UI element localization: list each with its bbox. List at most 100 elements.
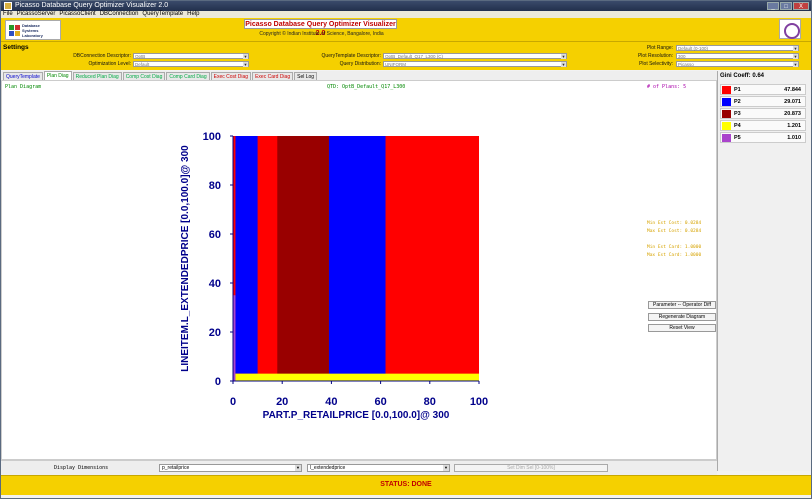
y-tick-label: 100 — [203, 131, 221, 143]
plan-diagram-label: Plan Diagram — [5, 84, 42, 90]
min-est-cost: Min Est Cost: 0.0284 — [647, 221, 702, 226]
selectivity-label: Plot Selectivity: — [639, 61, 673, 67]
tab-querytemplate[interactable]: QueryTemplate — [3, 72, 43, 80]
tab-plan-diag[interactable]: Plan Diag — [43, 71, 72, 80]
reset-view-button[interactable]: Reset View — [648, 324, 716, 332]
max-est-card: Max Est Card: 1.0000 — [647, 253, 702, 258]
plan-region-p3-2 — [277, 136, 329, 381]
menu-file[interactable]: File — [3, 11, 13, 17]
resolution-select[interactable]: 300 ▼ — [676, 53, 799, 59]
dsl-logo: Database Systems Laboratory — [5, 20, 61, 40]
status-bar: STATUS: DONE — [1, 475, 811, 495]
legend-item-p4[interactable]: P4 1.201 — [720, 120, 806, 131]
plan-region-p4-4 — [233, 373, 479, 381]
y-tick-label: 0 — [215, 376, 221, 388]
menu-dbconnection[interactable]: DBConnection — [99, 11, 139, 17]
optimization-value: Default — [135, 62, 150, 67]
distribution-select[interactable]: UNIFORM ▼ — [383, 61, 567, 67]
logo-square-green — [9, 25, 14, 30]
y-tick-label: 60 — [209, 229, 221, 241]
legend-plan-value: 20.873 — [784, 111, 801, 117]
legend-item-p5[interactable]: P5 1.010 — [720, 132, 806, 143]
chevron-down-icon: ▼ — [561, 54, 566, 59]
chevron-down-icon: ▼ — [793, 62, 798, 67]
plan-legend-panel: Gini Coeff: 0.64 P1 47.844 P2 29.071 P3 … — [717, 71, 811, 471]
legend-swatch — [722, 134, 731, 142]
logo-text-line3: Laboratory — [22, 33, 43, 38]
dimension1-select[interactable]: p_retailprice ▼ — [159, 464, 302, 472]
plotrange-value: Default (0-100) — [678, 46, 709, 51]
tab-exec-cost-diag[interactable]: Exec Cost Diag — [210, 72, 252, 80]
app-icon — [4, 2, 12, 10]
legend-swatch — [722, 122, 731, 130]
tab-exec-card-diag[interactable]: Exec Card Diag — [252, 72, 294, 80]
legend-plan-name: P5 — [734, 135, 741, 141]
min-est-card: Min Est Card: 1.0000 — [647, 245, 702, 250]
logo-square-red — [15, 25, 20, 30]
legend-plan-value: 47.844 — [784, 87, 801, 93]
tab-comp-cost-diag[interactable]: Comp Cost Diag — [122, 72, 166, 80]
menu-help[interactable]: Help — [187, 11, 200, 17]
menu-picassoclient[interactable]: PicassoClient — [59, 11, 96, 17]
close-button[interactable]: X — [793, 2, 809, 10]
y-tick-label: 40 — [209, 278, 221, 290]
window-title: Picasso Database Query Optimizer Visuali… — [15, 2, 169, 9]
optimization-select[interactable]: Default ▼ — [133, 61, 249, 67]
dimension1-value: p_retailprice — [162, 465, 190, 471]
display-dimensions-bar: Display Dimensions p_retailprice ▼ l_ext… — [1, 460, 717, 475]
logo-text-line2: Systems — [22, 28, 39, 33]
legend-swatch — [722, 110, 731, 118]
plotrange-select[interactable]: Default (0-100) ▼ — [676, 45, 799, 51]
set-dim-sel-button[interactable]: Set Dim Sel [0-100%] — [454, 464, 608, 472]
tab-reduced-plan-diag[interactable]: Reduced Plan Diag — [72, 72, 122, 80]
chevron-down-icon: ▼ — [295, 465, 301, 471]
plot-area: Plan Diagram QTD: OptB_Default_Q17_L300 … — [1, 80, 717, 460]
app-header: Database Systems Laboratory Picasso Data… — [1, 18, 811, 41]
dbconnection-select[interactable]: OptB ▼ — [133, 53, 249, 59]
selectivity-select[interactable]: Picasso ▼ — [676, 61, 799, 67]
legend-swatch — [722, 98, 731, 106]
title-bar: Picasso Database Query Optimizer Visuali… — [1, 1, 811, 11]
chevron-down-icon: ▼ — [793, 54, 798, 59]
querytemplate-label: QueryTemplate Descriptor: — [321, 53, 381, 59]
x-tick-label: 20 — [276, 396, 288, 408]
legend-plan-name: P1 — [734, 87, 741, 93]
plan-region-p5-5 — [233, 295, 236, 381]
plan-regions — [233, 136, 479, 381]
y-axis-label: LINEITEM.L_EXTENDEDPRICE [0.0,100.0]@ 30… — [180, 145, 191, 372]
menu-picassoserver[interactable]: PicassoServer — [16, 11, 56, 17]
x-tick-label: 100 — [470, 396, 488, 408]
legend-swatch — [722, 86, 731, 94]
dimension2-select[interactable]: l_extendedprice ▼ — [307, 464, 450, 472]
maximize-button[interactable]: □ — [780, 2, 792, 10]
parameter-operator-diff-button[interactable]: Parameter -- Operator Diff — [648, 301, 716, 309]
tab-sel-log[interactable]: Sel Log — [294, 72, 318, 80]
legend-item-p2[interactable]: P2 29.071 — [720, 96, 806, 107]
chevron-down-icon: ▼ — [243, 54, 248, 59]
regenerate-diagram-button[interactable]: Regenerate Diagram — [648, 313, 716, 321]
legend-plan-value: 29.071 — [784, 99, 801, 105]
chevron-down-icon: ▼ — [243, 62, 248, 67]
selectivity-value: Picasso — [678, 62, 694, 67]
logo-square-yellow — [15, 31, 20, 36]
window-controls: _ □ X — [767, 1, 809, 11]
resolution-label: Plot Resolution: — [637, 53, 673, 59]
minimize-button[interactable]: _ — [767, 2, 779, 10]
plan-region-p2-3 — [328, 136, 386, 377]
querytemplate-value: OptB_Default_Q17_L300 (C) — [385, 54, 444, 59]
tab-comp-card-diag[interactable]: Comp Card Diag — [166, 72, 210, 80]
chevron-down-icon: ▼ — [561, 62, 566, 67]
gini-coefficient: Gini Coeff: 0.64 — [720, 73, 765, 79]
logo-text-line1: Database — [22, 23, 40, 28]
menu-bar: File PicassoServer PicassoClient DBConne… — [1, 11, 811, 18]
copyright-text: Copyright © Indian Institute of Science,… — [259, 31, 384, 37]
app-title: Picasso Database Query Optimizer Visuali… — [244, 19, 397, 37]
plan-region-p2-1 — [235, 136, 258, 374]
legend-item-p3[interactable]: P3 20.873 — [720, 108, 806, 119]
menu-querytemplate[interactable]: QueryTemplate — [142, 11, 184, 17]
querytemplate-select[interactable]: OptB_Default_Q17_L300 (C) ▼ — [383, 53, 567, 59]
plan-diagram-chart: 0 20 40 60 80 100 0 20 40 60 80 100 PART.P_RETAILPRI… — [180, 131, 488, 421]
plotrange-label: Plot Range: — [646, 45, 673, 51]
legend-item-p1[interactable]: P1 47.844 — [720, 84, 806, 95]
legend-plan-value: 1.010 — [787, 135, 801, 141]
